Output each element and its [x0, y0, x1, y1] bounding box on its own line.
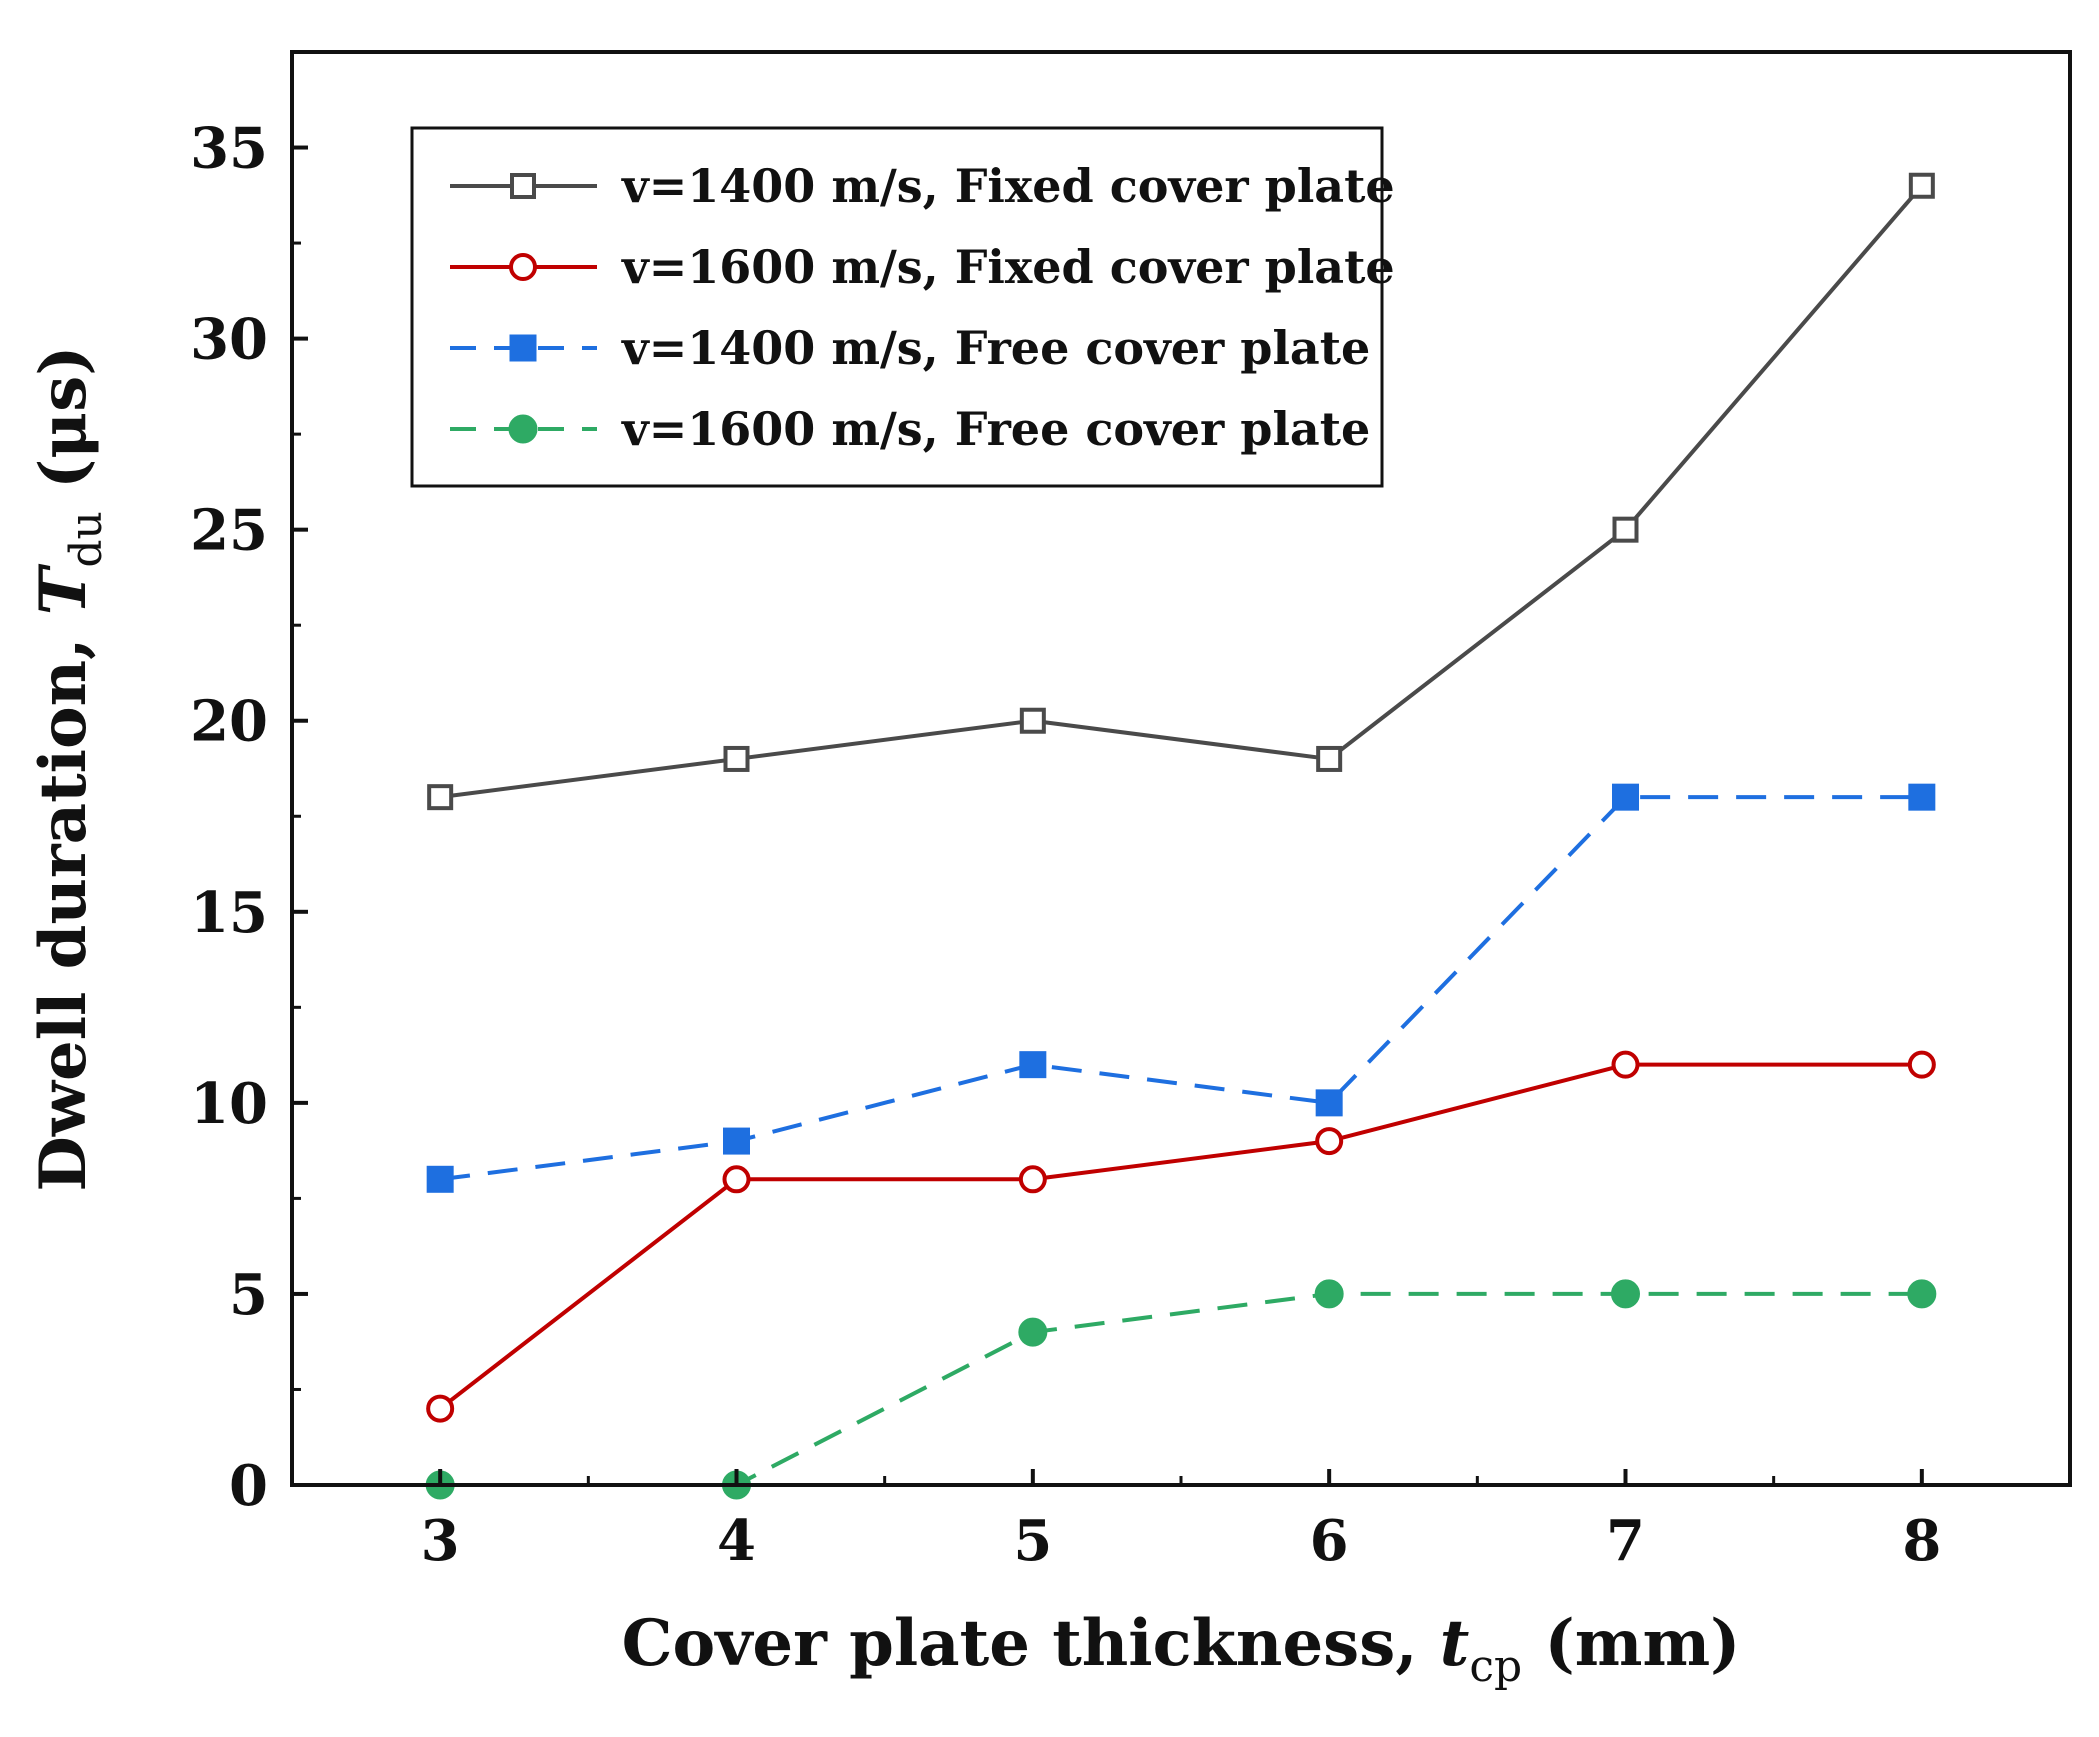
series-1-line: [439, 184, 1924, 800]
series-4-point: [1611, 1279, 1640, 1309]
series-2-point: [722, 1165, 751, 1194]
x-axis-title: Cover plate thickness, tcp (mm): [622, 1606, 1741, 1692]
legend: v=1400 m/s, Fixed cover plate v=1600 m/s,…: [410, 126, 1395, 488]
x-tick-label: 3: [421, 1508, 460, 1574]
x-tick-label: 4: [717, 1508, 756, 1574]
y-tick-label: 10: [190, 1071, 268, 1137]
series-3-point: [1612, 783, 1639, 811]
series-1-point: [1019, 707, 1046, 734]
series-3-point: [1315, 1089, 1343, 1117]
x-tick-label: 5: [1013, 1508, 1052, 1574]
legend-item-3: v=1400 m/s, Free cover plate: [450, 321, 1370, 375]
series-2-line: [438, 1062, 1922, 1411]
series-3: [426, 783, 1936, 1193]
y-tick-label: 20: [190, 689, 268, 755]
x-tick-label: 7: [1606, 1508, 1645, 1574]
series-3-point: [426, 1165, 454, 1193]
series-2-point: [1611, 1050, 1640, 1079]
series-1-point: [1612, 516, 1639, 543]
y-tick-label: 35: [190, 116, 268, 182]
legend-item-1: v=1400 m/s, Fixed cover plate: [450, 159, 1395, 213]
legend-swatch-marker: [509, 253, 537, 281]
series-layer: [425, 172, 1937, 1500]
series-1: [427, 172, 1935, 811]
x-tick-label: 6: [1310, 1508, 1349, 1574]
legend-swatch-marker: [510, 173, 536, 199]
y-tick-label: 15: [190, 880, 268, 946]
legend-label: v=1400 m/s, Fixed cover plate: [621, 159, 1395, 213]
series-3-point: [723, 1127, 750, 1155]
series-4-point: [1907, 1279, 1937, 1309]
series-4: [425, 1279, 1937, 1500]
series-2-point: [1018, 1165, 1047, 1194]
axis-layer: 0 5 10 15 20 25 30 35 3 4 5 6 7 8 Cover plate thicknes…: [26, 50, 2072, 1692]
y-axis-title: Dwell duration, Tdu (μs): [26, 345, 112, 1191]
x-tick-label: 8: [1902, 1508, 1941, 1574]
series-1-point: [1316, 745, 1343, 772]
y-tick-label: 0: [229, 1453, 268, 1519]
legend-label: v=1600 m/s, Free cover plate: [621, 402, 1370, 456]
series-3-line: [439, 795, 1922, 1182]
y-tick-label: 25: [190, 498, 268, 564]
series-4-line: [440, 1291, 1922, 1487]
series-1-point: [1908, 172, 1935, 199]
series-2-point: [426, 1394, 455, 1423]
series-2: [426, 1050, 1936, 1423]
series-3-point: [1908, 783, 1936, 811]
series-1-point: [723, 745, 750, 772]
series-2-point: [1907, 1050, 1936, 1079]
legend-item-2: v=1600 m/s, Fixed cover plate: [450, 240, 1395, 294]
legend-item-4: v=1600 m/s, Free cover plate: [450, 402, 1370, 456]
series-3-point: [1019, 1051, 1047, 1079]
series-2-point: [1315, 1127, 1344, 1156]
series-1-point: [427, 784, 454, 811]
legend-label: v=1400 m/s, Free cover plate: [621, 321, 1370, 375]
series-4-point: [1314, 1279, 1344, 1309]
y-tick-label: 5: [229, 1262, 268, 1328]
y-tick-label: 30: [190, 307, 268, 373]
series-4-point: [1018, 1317, 1048, 1347]
legend-swatch-marker: [509, 334, 537, 362]
legend-swatch-marker: [508, 414, 538, 444]
legend-label: v=1600 m/s, Fixed cover plate: [621, 240, 1395, 294]
